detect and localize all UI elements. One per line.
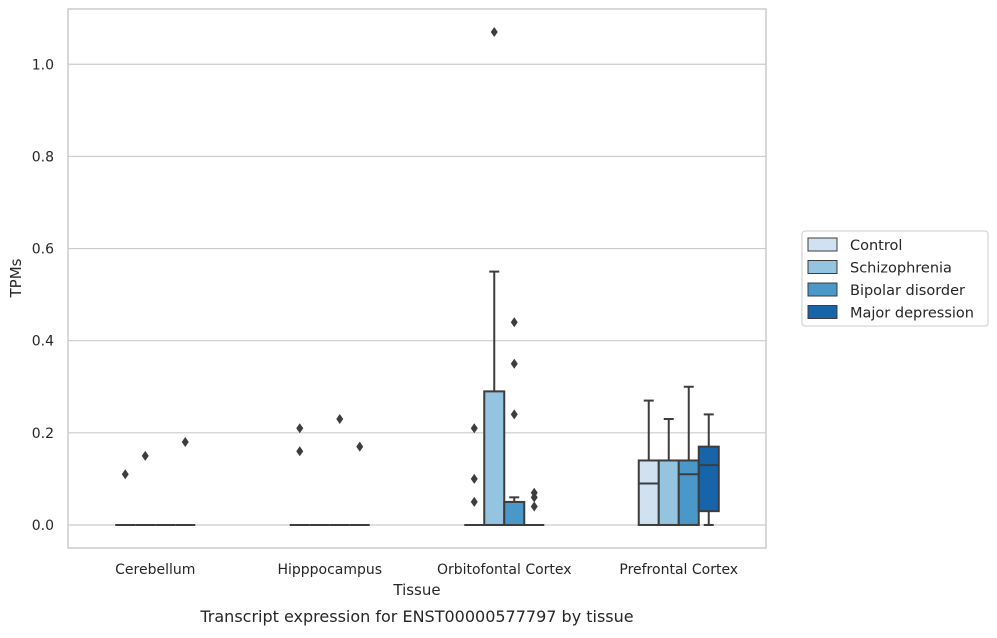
y-tick-label: 0.8	[32, 149, 54, 165]
x-tick-label: Prefrontal Cortex	[619, 562, 738, 578]
outlier-point	[470, 423, 478, 434]
legend-label: Major depression	[850, 306, 974, 322]
box-bipolar-disorder	[677, 385, 700, 526]
outlier-point	[336, 414, 344, 425]
x-tick-label: Orbitofontal Cortex	[437, 562, 572, 578]
y-axis-ticks: 0.0 0.2 0.4 0.6 0.8 1.0	[32, 57, 54, 534]
box-control	[289, 423, 310, 526]
gridlines	[68, 63, 766, 526]
box-schizophrenia	[483, 27, 506, 526]
box-body	[483, 390, 506, 526]
box-control	[464, 423, 485, 526]
box-body	[697, 445, 720, 513]
plot-frame	[67, 8, 767, 549]
box-body	[657, 459, 680, 526]
legend-label: Control	[850, 238, 902, 254]
outlier-point	[530, 501, 538, 512]
boxes	[115, 27, 720, 526]
legend-frame	[801, 230, 989, 327]
box-body	[677, 459, 700, 526]
y-tick-label: 1.0	[32, 57, 54, 73]
outlier-point	[510, 317, 518, 328]
x-tick-label: Hipppocampus	[277, 562, 382, 578]
box-control	[115, 469, 136, 526]
box-major-depression	[175, 437, 196, 526]
box-bipolar-disorder	[329, 414, 350, 526]
outlier-point	[296, 446, 304, 457]
y-tick-label: 0.2	[32, 426, 54, 442]
legend-swatch	[807, 282, 838, 297]
legend-swatch	[807, 305, 838, 319]
chart-caption: Transcript expression for ENST0000057779…	[199, 607, 633, 626]
y-tick-label: 0.6	[32, 242, 54, 258]
legend-label: Bipolar disorder	[850, 283, 965, 299]
outlier-point	[510, 358, 518, 369]
box-major-depression	[349, 441, 370, 526]
outlier-point	[296, 423, 304, 434]
legend-swatch	[807, 260, 838, 274]
outlier-point	[181, 437, 189, 448]
legend-label: Schizophrenia	[850, 261, 952, 277]
outlier-point	[121, 469, 129, 480]
box-control	[637, 399, 660, 526]
outlier-point	[141, 450, 149, 461]
box-schizophrenia	[135, 450, 156, 526]
legend: Control Schizophrenia Bipolar disorder Majo…	[801, 230, 989, 327]
box-body	[503, 500, 526, 526]
legend-items: Control Schizophrenia Bipolar disorder Majo…	[807, 237, 974, 322]
outlier-point	[470, 473, 478, 484]
box-body	[637, 459, 660, 526]
box-bipolar-disorder	[503, 317, 526, 526]
box-major-depression	[697, 413, 720, 526]
outlier-point	[470, 496, 478, 507]
y-tick-label: 0.0	[32, 518, 54, 534]
outlier-point	[490, 27, 498, 38]
y-tick-label: 0.4	[32, 334, 54, 350]
box-schizophrenia	[657, 418, 680, 526]
legend-swatch	[807, 237, 838, 252]
box-major-depression	[524, 487, 545, 526]
outlier-point	[510, 409, 518, 420]
y-axis-label: TPMs	[7, 258, 25, 298]
outlier-point	[530, 487, 538, 498]
outlier-point	[356, 441, 364, 452]
x-tick-label: Cerebellum	[115, 562, 195, 578]
x-axis-ticks: Cerebellum Hipppocampus Orbitofontal Corte…	[115, 562, 738, 578]
x-axis-label: Tissue	[392, 581, 440, 599]
